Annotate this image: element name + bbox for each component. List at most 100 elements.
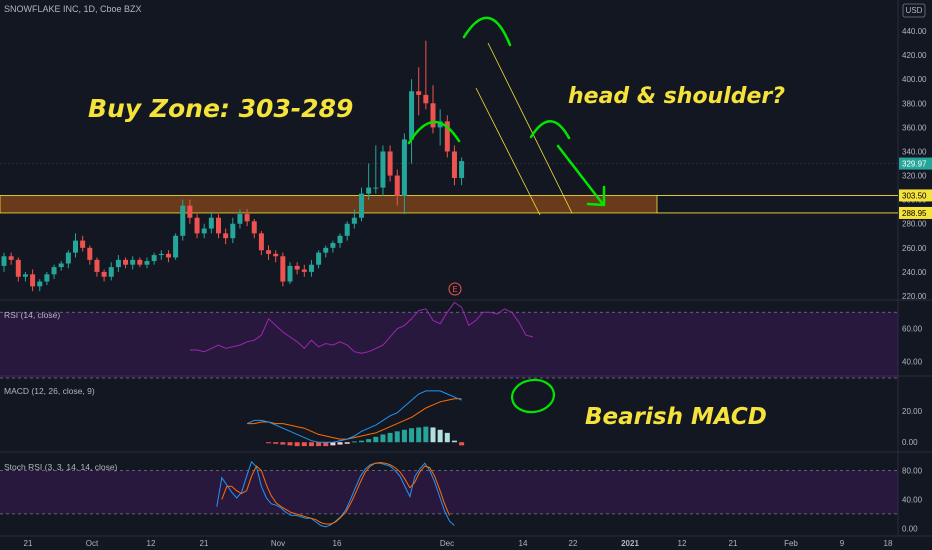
macd-histogram-bar <box>337 442 343 445</box>
candle-body <box>237 214 243 224</box>
stoch-rsi-title[interactable]: Stoch RSI (3, 3, 14, 14, close) <box>4 462 118 472</box>
rsi-line <box>189 301 534 354</box>
candle-body <box>444 121 450 152</box>
left-shoulder-stroke <box>407 120 461 145</box>
macd-histogram-bar <box>373 436 379 443</box>
candle <box>437 109 443 146</box>
candle-body <box>430 103 436 128</box>
candle <box>115 255 121 272</box>
candle <box>401 133 407 215</box>
candle-body <box>22 274 28 277</box>
candle <box>351 209 357 229</box>
candle-body <box>423 94 429 104</box>
candle <box>187 199 193 224</box>
price-tick-label: 420.00 <box>902 51 927 60</box>
candle <box>359 187 364 222</box>
time-tick-label: Nov <box>271 539 285 548</box>
price-axis[interactable]: 440.00 420.00 400.00 380.00 360.00 340.00 320.… <box>899 27 932 533</box>
candle <box>423 40 429 110</box>
price-tick-label: 360.00 <box>902 123 927 132</box>
candle-body <box>216 217 221 234</box>
price-tag: 329.97 <box>899 157 932 170</box>
candle-body <box>94 259 100 272</box>
price-tick-label: 400.00 <box>902 75 927 84</box>
candle <box>344 221 350 241</box>
candle-body <box>344 223 350 236</box>
price-tick-label: 440.00 <box>902 27 927 36</box>
candle <box>123 257 129 269</box>
candle-body <box>187 205 193 218</box>
time-tick-label: Dec <box>440 539 454 548</box>
rsi-tick-label: 40.00 <box>902 358 923 367</box>
candle-body <box>8 256 14 260</box>
candle-body <box>394 175 400 197</box>
candle-body <box>137 259 143 265</box>
price-tag-bg <box>899 206 932 219</box>
candle-body <box>251 221 257 234</box>
candle-body <box>115 259 121 268</box>
candle-body <box>416 91 422 95</box>
candle-body <box>165 253 171 258</box>
macd-histogram-bar <box>351 441 357 443</box>
right-shoulder-stroke <box>529 120 571 140</box>
macd-histogram-bar <box>308 442 314 447</box>
candle <box>366 163 372 200</box>
candle <box>230 217 236 244</box>
candle-body <box>144 261 150 265</box>
candle-body <box>337 235 343 244</box>
candle-body <box>73 240 78 253</box>
rsi-title[interactable]: RSI (14, close) <box>4 310 60 320</box>
candle <box>337 233 343 248</box>
candle <box>151 252 157 265</box>
candle <box>194 214 200 239</box>
price-tick-label: 280.00 <box>902 220 927 229</box>
macd-histogram-bar <box>416 427 422 443</box>
earnings-letter: E <box>452 285 457 294</box>
macd-histogram-bar <box>287 442 293 446</box>
symbol-title[interactable]: SNOWFLAKE INC, 1D, Cboe BZX <box>4 4 142 14</box>
candle <box>1 252 7 272</box>
time-tick-label: Feb <box>784 539 798 548</box>
candle <box>294 262 300 275</box>
candle-body <box>287 265 293 282</box>
candle-body <box>308 264 314 272</box>
currency-badge[interactable]: USD <box>902 3 926 18</box>
price-tick-label: 320.00 <box>902 172 927 181</box>
macd-tick-label: 0.00 <box>902 438 918 447</box>
candle <box>94 257 100 277</box>
candle-body <box>173 235 179 258</box>
candle <box>58 261 64 271</box>
candle-body <box>151 255 157 262</box>
time-tick-label: 2021 <box>621 539 639 548</box>
candle-body <box>65 252 71 264</box>
macd-histogram-bar <box>344 442 350 444</box>
candle <box>380 145 386 197</box>
macd-histogram-bar <box>266 442 272 444</box>
macd-title[interactable]: MACD (12, 26, close, 9) <box>4 386 95 396</box>
candle <box>87 245 93 265</box>
candle <box>273 250 279 263</box>
candle <box>459 157 465 186</box>
candle-body <box>273 253 279 257</box>
candle <box>73 233 78 258</box>
macd-tick-label: 20.00 <box>902 407 923 416</box>
macd-histogram-bar <box>394 431 400 443</box>
time-tick-label: 9 <box>840 539 845 548</box>
trend-line-lower <box>475 87 541 216</box>
candle-body <box>230 223 236 239</box>
time-axis[interactable]: 21 Oct 12 21 Nov 16 Dec 14 22 2021 12 21 Feb 9 18 <box>24 539 893 548</box>
candle <box>144 257 150 269</box>
candle <box>30 269 36 292</box>
candle-body <box>366 187 372 194</box>
buy-zone-annotation: Buy Zone: 303-289 <box>88 94 353 123</box>
stoch-tick-label: 40.00 <box>902 495 923 504</box>
macd-histogram-bar <box>451 440 457 443</box>
candle <box>451 145 457 186</box>
time-tick-label: 16 <box>333 539 342 548</box>
candle-body <box>87 247 93 260</box>
candle <box>430 85 436 134</box>
candlestick-series: E <box>1 40 465 296</box>
candle <box>373 145 379 194</box>
candle-body <box>158 253 164 256</box>
